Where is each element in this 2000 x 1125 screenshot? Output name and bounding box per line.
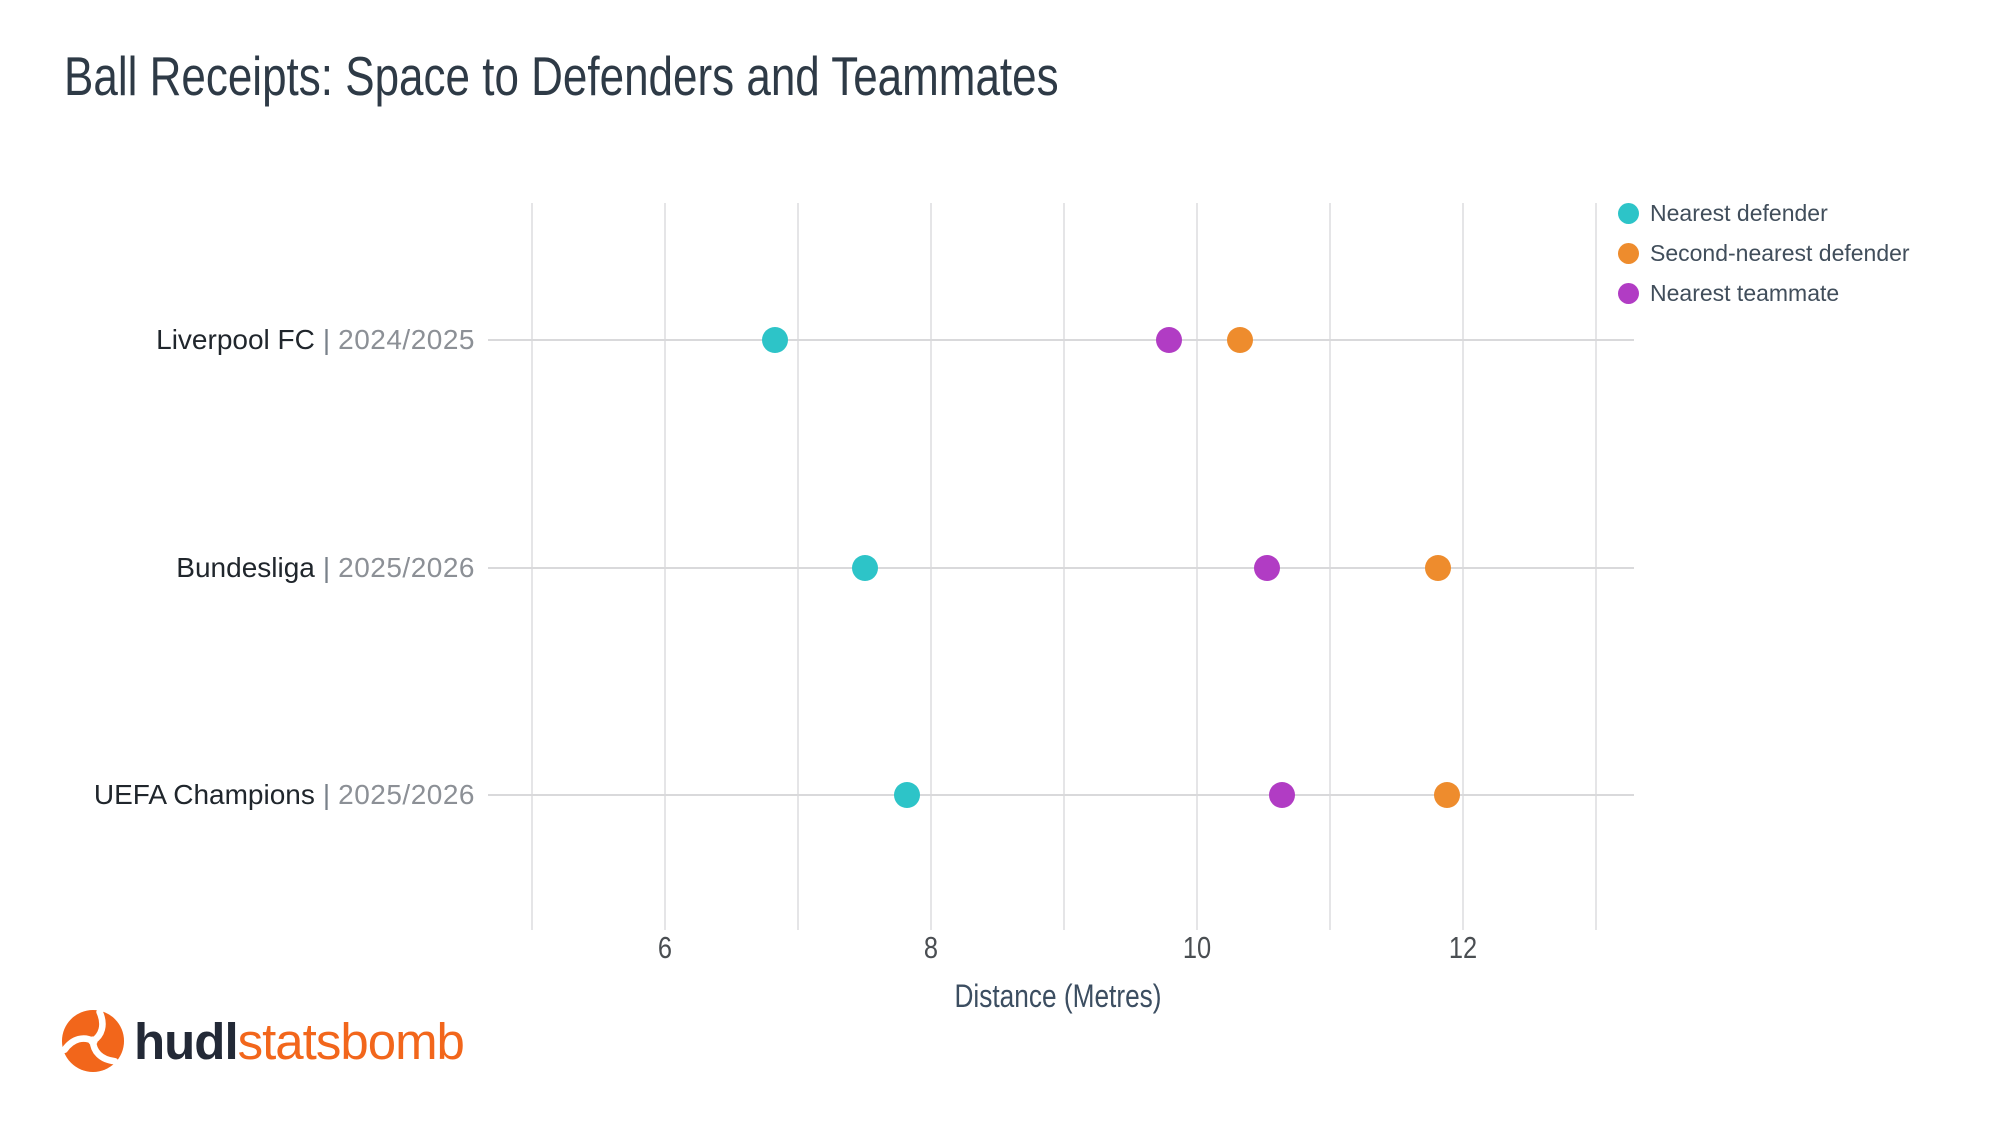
team-name: Bundesliga — [176, 552, 315, 583]
legend-marker-purple-icon — [1618, 283, 1639, 304]
legend-label: Nearest defender — [1650, 200, 1828, 226]
data-point-second-nearest-defender[interactable] — [1424, 555, 1451, 581]
x-gridline — [1196, 203, 1198, 930]
logo-statsbomb-text: statsbomb — [237, 1012, 465, 1070]
x-tick-label: 8 — [923, 930, 939, 965]
hudl-statsbomb-logo: hudlstatsbomb — [60, 1008, 465, 1074]
data-point-second-nearest-defender[interactable] — [1226, 327, 1253, 353]
x-tick-label: 12 — [1448, 930, 1478, 965]
y-axis-label: Bundesliga | 2025/2026 — [176, 552, 475, 584]
data-point-nearest-teammate[interactable] — [1254, 555, 1281, 581]
x-gridline — [1329, 203, 1331, 930]
data-point-nearest-defender[interactable] — [762, 327, 789, 353]
x-gridline — [664, 203, 666, 930]
label-separator: | — [322, 552, 331, 583]
logo-hudl-text: hudl — [134, 1012, 239, 1070]
x-gridline — [797, 203, 799, 930]
y-axis-label: Liverpool FC | 2024/2025 — [156, 324, 475, 356]
legend-label: Second-nearest defender — [1650, 240, 1910, 266]
label-separator: | — [322, 324, 331, 355]
data-point-nearest-teammate[interactable] — [1156, 327, 1183, 353]
season-label: 2025/2026 — [338, 552, 475, 583]
legend-item-nearest-teammate[interactable]: Nearest teammate — [1618, 280, 1910, 307]
season-label: 2024/2025 — [338, 324, 475, 355]
x-gridline — [1595, 203, 1597, 930]
team-name: UEFA Champions — [93, 779, 315, 810]
category-line — [488, 794, 1634, 796]
data-point-nearest-defender[interactable] — [894, 782, 921, 808]
logo-text: hudlstatsbomb — [134, 1012, 465, 1071]
x-gridline — [531, 203, 533, 930]
x-gridline — [930, 203, 932, 930]
y-axis-label: UEFA Champions | 2025/2026 — [94, 779, 475, 811]
legend-item-second-nearest-defender[interactable]: Second-nearest defender — [1618, 240, 1910, 267]
category-line — [488, 567, 1634, 569]
legend-marker-orange-icon — [1618, 243, 1639, 264]
x-tick-label: 6 — [657, 930, 673, 965]
data-point-second-nearest-defender[interactable] — [1434, 782, 1461, 808]
legend-label: Nearest teammate — [1650, 280, 1840, 306]
legend: Nearest defender Second-nearest defender… — [1618, 200, 1910, 320]
label-separator: | — [322, 779, 331, 810]
chart-title: Ball Receipts: Space to Defenders and Te… — [64, 45, 1059, 107]
hudl-pinwheel-icon — [61, 1008, 125, 1073]
x-gridline — [1063, 203, 1065, 930]
legend-marker-teal-icon — [1618, 203, 1639, 224]
legend-item-nearest-defender[interactable]: Nearest defender — [1618, 200, 1910, 227]
x-gridline — [1462, 203, 1464, 930]
team-name: Liverpool FC — [156, 324, 315, 355]
data-point-nearest-defender[interactable] — [851, 555, 878, 581]
x-tick-label: 10 — [1182, 930, 1212, 965]
category-line — [488, 339, 1634, 341]
season-label: 2025/2026 — [338, 779, 475, 810]
data-point-nearest-teammate[interactable] — [1269, 782, 1296, 808]
x-axis-title: Distance (Metres) — [954, 978, 1162, 1014]
